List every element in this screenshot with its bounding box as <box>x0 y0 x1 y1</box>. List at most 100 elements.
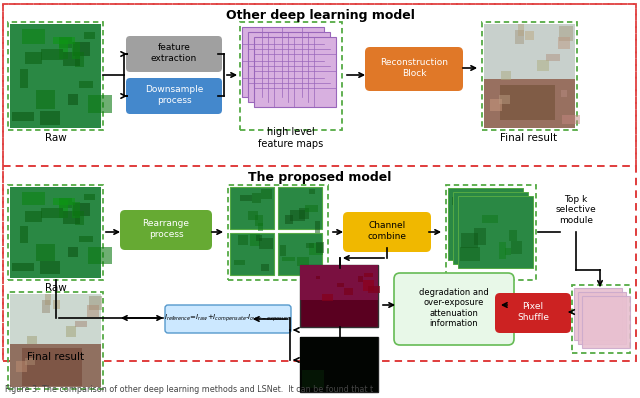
Bar <box>574 288 622 340</box>
Bar <box>250 234 260 246</box>
Bar <box>278 233 322 275</box>
Text: Figure 3: The comparison of other deep learning methods and LSNet.  It can be fo: Figure 3: The comparison of other deep l… <box>5 386 373 394</box>
Bar <box>511 241 522 254</box>
Bar <box>297 257 309 266</box>
Bar <box>525 31 534 41</box>
Text: Other deep learning model: Other deep learning model <box>225 8 415 21</box>
Bar <box>484 24 575 79</box>
Bar <box>255 215 263 226</box>
Bar <box>234 260 245 265</box>
Bar <box>248 32 330 102</box>
Bar <box>477 223 490 231</box>
Bar <box>309 189 315 194</box>
Bar <box>460 247 480 261</box>
Bar <box>572 285 630 353</box>
Bar <box>316 275 321 279</box>
FancyBboxPatch shape <box>126 36 222 72</box>
Bar <box>40 111 60 125</box>
FancyBboxPatch shape <box>394 273 514 345</box>
Bar <box>452 197 469 205</box>
Bar <box>483 230 500 241</box>
Bar <box>309 243 323 254</box>
Bar <box>285 215 292 224</box>
Bar <box>84 32 95 39</box>
Bar <box>468 235 485 251</box>
Bar <box>261 189 273 199</box>
Bar <box>495 214 509 227</box>
Bar <box>258 223 263 231</box>
Bar <box>26 358 35 365</box>
Bar <box>460 249 467 256</box>
Bar <box>578 292 626 344</box>
Bar <box>255 235 262 241</box>
Bar <box>12 263 34 271</box>
Bar <box>36 244 55 261</box>
Bar <box>22 348 82 386</box>
Bar <box>73 203 90 216</box>
Bar <box>300 265 378 300</box>
Bar <box>42 300 51 313</box>
Bar <box>505 248 511 256</box>
Text: Final result: Final result <box>28 352 84 362</box>
Bar <box>474 228 486 244</box>
Bar <box>316 242 324 254</box>
FancyBboxPatch shape <box>165 305 291 333</box>
Bar <box>63 211 80 224</box>
Bar <box>59 200 68 218</box>
Bar <box>500 85 555 120</box>
Bar <box>364 273 374 277</box>
Bar <box>507 250 520 257</box>
Bar <box>68 94 77 105</box>
Bar <box>515 30 524 44</box>
Bar <box>66 326 76 337</box>
Bar <box>36 90 55 109</box>
Bar <box>280 245 286 256</box>
Bar <box>248 211 258 220</box>
Bar <box>300 265 378 327</box>
Bar <box>344 289 353 295</box>
Bar <box>240 22 342 130</box>
Bar <box>230 233 274 275</box>
Bar <box>238 235 248 244</box>
Bar <box>453 192 528 264</box>
Bar <box>368 286 380 293</box>
Bar <box>59 37 72 48</box>
Bar <box>10 24 101 128</box>
Bar <box>483 215 498 223</box>
Bar <box>254 37 336 107</box>
Text: $I_{reference}$=$I_{raw}$+$I_{compensate}$-$I_{over-exposure}$: $I_{reference}$=$I_{raw}$+$I_{compensate… <box>164 312 292 324</box>
Bar <box>489 246 508 262</box>
Bar <box>76 321 87 327</box>
Bar <box>228 185 328 280</box>
Bar <box>3 4 636 166</box>
Bar <box>305 244 314 248</box>
Bar <box>240 195 252 201</box>
Text: Final result: Final result <box>500 133 557 143</box>
Bar <box>8 185 103 280</box>
Bar <box>230 187 274 229</box>
Bar <box>300 337 378 392</box>
Bar <box>509 230 517 241</box>
FancyBboxPatch shape <box>126 78 222 114</box>
Bar <box>79 236 93 242</box>
Text: Pixel
Shuffle: Pixel Shuffle <box>517 302 549 322</box>
FancyBboxPatch shape <box>495 293 571 333</box>
Bar <box>500 71 511 80</box>
Bar <box>505 226 513 236</box>
Bar <box>503 248 513 261</box>
Bar <box>8 292 103 389</box>
Bar <box>88 95 111 113</box>
Bar <box>75 52 84 67</box>
Bar <box>582 296 630 348</box>
Bar <box>72 42 80 59</box>
Bar <box>484 79 575 128</box>
Bar <box>20 226 28 242</box>
Bar <box>482 22 577 130</box>
Bar <box>363 281 374 291</box>
Bar <box>337 283 344 287</box>
Bar <box>537 60 549 72</box>
Text: Top k
selective
module: Top k selective module <box>556 195 596 225</box>
Bar <box>87 305 99 317</box>
Bar <box>89 296 102 310</box>
Bar <box>562 115 580 124</box>
